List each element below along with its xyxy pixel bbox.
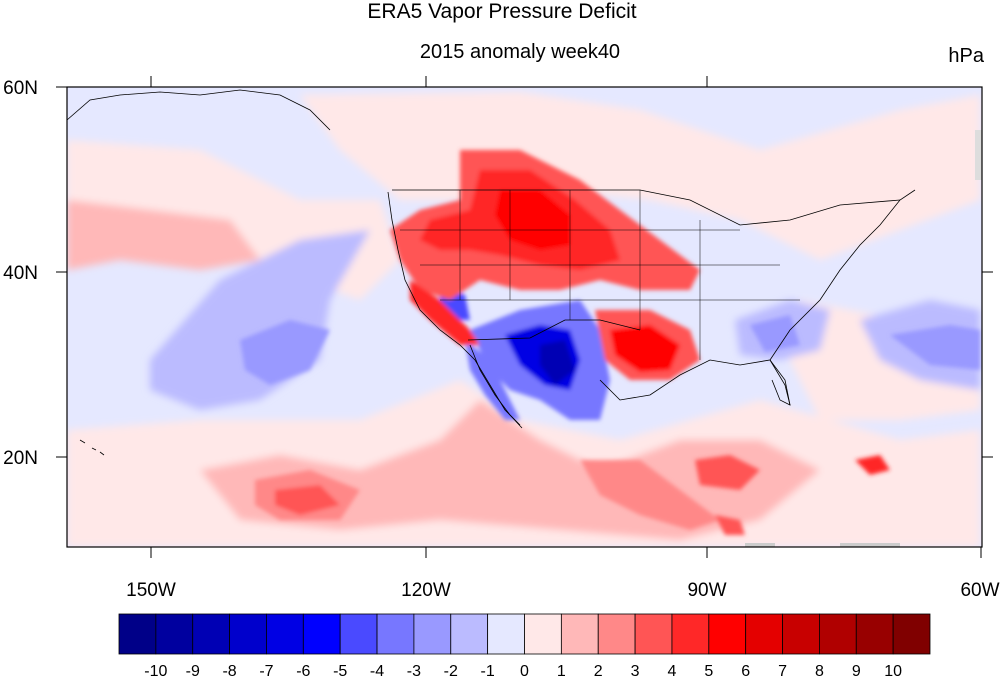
colorbar-swatch	[745, 613, 783, 655]
colorbar-swatch	[155, 613, 194, 655]
region-red-caribbean	[695, 455, 760, 490]
colorbar-swatch	[819, 613, 857, 655]
colorbar-label: -9	[186, 663, 200, 680]
colorbar-swatch	[118, 613, 157, 655]
lat-tick-label: 20N	[3, 448, 38, 469]
region-light-blue-pacific	[150, 230, 370, 410]
colorbar-label: 6	[741, 663, 750, 680]
map-frame	[66, 86, 983, 548]
colorbar-label: 7	[778, 663, 787, 680]
colorbar-swatch	[671, 613, 710, 655]
chart-title: ERA5 Vapor Pressure Deficit	[367, 0, 637, 23]
colorbar-swatch	[597, 613, 636, 655]
chart-subtitle: 2015 anomaly week40	[419, 41, 621, 63]
tick-marks	[56, 76, 993, 558]
units-label: hPa	[948, 45, 984, 67]
anomaly-field	[67, 87, 982, 547]
colorbar-swatch	[708, 613, 747, 655]
region-red-mexico-coast	[580, 460, 720, 530]
region-red-north-peak	[495, 190, 570, 250]
colorbar-swatch	[229, 613, 267, 655]
coastline-baja	[469, 344, 523, 429]
coastline-alaska	[67, 89, 331, 131]
region-red-atlantic-spot	[855, 455, 890, 475]
border-mexico	[467, 319, 641, 341]
colorbar-label: 9	[852, 663, 861, 680]
colorbar-swatch	[339, 613, 378, 655]
colorbar-swatch	[266, 613, 304, 655]
colorbar-swatch	[892, 613, 931, 655]
colorbar-swatch	[524, 613, 562, 655]
coastline-west	[387, 191, 521, 426]
colorbar-swatch	[782, 613, 820, 655]
colorbar-swatch	[855, 613, 894, 655]
colorbar-swatch	[487, 613, 525, 655]
region-pink-north	[300, 92, 980, 260]
lon-tick-label: 150W	[126, 580, 176, 601]
colorbar-swatch	[302, 613, 341, 655]
colorbar-swatch	[450, 613, 489, 655]
coastline-east	[769, 189, 916, 361]
colorbar-swatch	[634, 613, 673, 655]
missing-data-strip	[745, 543, 775, 547]
colorbar-label: -10	[144, 663, 167, 680]
region-blue-baja	[465, 340, 520, 420]
region-red-central-america	[715, 515, 745, 535]
colorbar-label: -4	[370, 663, 384, 680]
colorbar-swatch	[413, 613, 452, 655]
region-light-red-west	[67, 200, 260, 270]
lon-tick-label: 90W	[687, 580, 726, 601]
colorbar-label: -2	[444, 663, 458, 680]
missing-data-strip	[840, 543, 900, 547]
colorbar-label: -1	[481, 663, 495, 680]
coastline-gulf	[599, 359, 791, 406]
colorbar-label: 3	[631, 663, 640, 680]
colorbar: -10 -9 -8 -7 -6 -5 -4 -3 -2 -1 0 1 2 3 4 5 6 7 8 9 10	[118, 613, 931, 680]
missing-data-strip	[975, 130, 982, 180]
coastlines	[67, 89, 916, 456]
region-blue-pacific-core	[240, 320, 330, 385]
colorbar-swatch	[192, 613, 230, 655]
lat-tick-label: 60N	[3, 78, 38, 99]
lat-tick-label: 40N	[3, 263, 38, 284]
colorbar-label: -3	[407, 663, 421, 680]
region-blue-southeast-core	[750, 315, 800, 352]
colorbar-label: 1	[557, 663, 566, 680]
colorbar-label: 0	[520, 663, 529, 680]
region-blue-core-2	[540, 340, 575, 385]
hawaii	[79, 439, 105, 456]
colorbar-label: -7	[259, 663, 273, 680]
colorbar-label: -6	[296, 663, 310, 680]
colorbar-label: 10	[884, 663, 902, 680]
colorbar-swatch	[560, 613, 599, 655]
colorbar-label: -8	[222, 663, 236, 680]
colorbar-label: -5	[333, 663, 347, 680]
colorbar-label: 2	[594, 663, 603, 680]
lon-tick-label: 120W	[401, 580, 451, 601]
region-red-pacific-core	[275, 485, 340, 515]
colorbar-swatch	[376, 613, 415, 655]
colorbar-label: 5	[704, 663, 713, 680]
colorbar-label: 4	[668, 663, 677, 680]
region-red-california	[410, 280, 480, 345]
region-blue-atlantic-core	[890, 325, 980, 370]
region-red-texas-core	[610, 325, 680, 372]
colorbar-label: 8	[815, 663, 824, 680]
lon-tick-label: 60W	[960, 580, 999, 601]
florida	[769, 359, 791, 406]
